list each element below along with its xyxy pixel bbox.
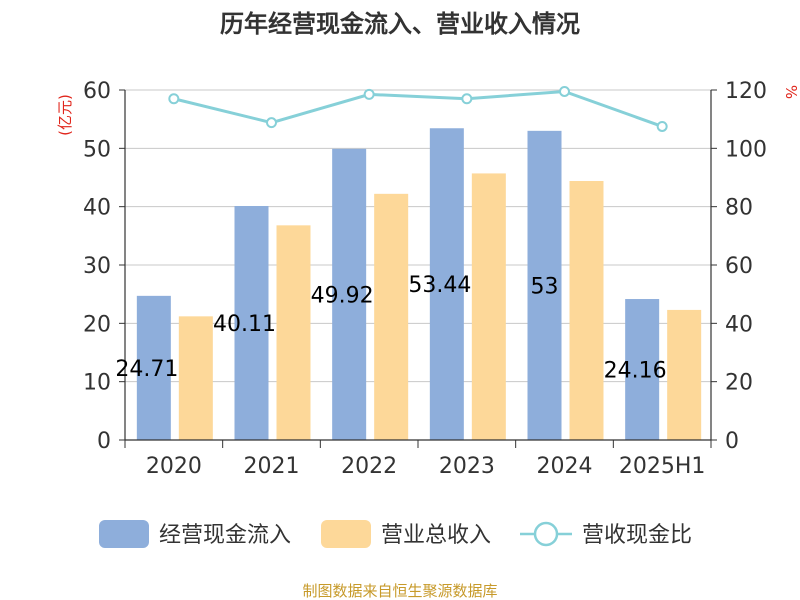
y-right-tick-label: 60 — [725, 254, 753, 279]
bar-cash-inflow — [136, 295, 171, 440]
bar-cash-inflow — [527, 130, 562, 441]
bar-cash-inflow — [429, 128, 464, 441]
legend-label: 营业总收入 — [381, 523, 491, 548]
data-label: 24.166 — [604, 359, 681, 384]
bar-cash-inflow — [234, 205, 269, 440]
legend-swatch-point — [533, 521, 559, 547]
y-right-tick-label: 0 — [725, 429, 739, 454]
ratio-point — [656, 120, 668, 132]
ratio-line — [168, 85, 668, 132]
y-left-tick-label: 40 — [83, 196, 111, 221]
y-right-tick-label: 80 — [725, 196, 753, 221]
bar-revenue — [374, 193, 409, 440]
y-axis-right-label: % — [782, 85, 800, 99]
ratio-line-path — [173, 89, 663, 128]
ratio-point — [559, 85, 570, 97]
source-note: 制图数据来自恒生聚源数据库 — [302, 582, 497, 600]
bar-revenue — [569, 181, 604, 440]
gridlines — [125, 89, 711, 383]
legend-swatch-bar — [99, 520, 149, 548]
ratio-point — [461, 93, 473, 105]
y-right-tick-label: 20 — [725, 371, 753, 396]
y-left-tick-label: 50 — [83, 137, 111, 162]
ratio-point — [266, 117, 277, 129]
tick-labels: 0 10 20 30 40 50 60 0 20 40 60 80 100 120 2020 2021 2022… — [83, 79, 767, 479]
data-label: 53.443 — [408, 273, 485, 298]
bar-revenue — [471, 173, 506, 440]
bar-revenue — [276, 225, 311, 440]
bar-revenue — [667, 309, 702, 440]
bar-cash-inflow — [332, 148, 367, 440]
bar-revenue — [178, 316, 213, 440]
axes — [119, 89, 717, 448]
x-tick-label: 2022 — [341, 454, 397, 479]
bar-cash-inflow — [625, 299, 660, 440]
data-labels: 24.712 40.115 49.921 53.443 53 24.166 — [115, 273, 681, 384]
ratio-point — [168, 93, 180, 105]
x-tick-label: 2023 — [439, 454, 495, 479]
y-left-tick-label: 20 — [83, 312, 111, 337]
y-left-tick-label: 30 — [83, 254, 111, 279]
data-label: 40.115 — [213, 312, 290, 337]
data-label: 49.921 — [311, 283, 388, 308]
x-tick-label: 2020 — [146, 454, 202, 479]
legend: 经营现金流入 营业总收入 营收现金比 — [99, 520, 692, 548]
ratio-point — [363, 88, 375, 100]
x-tick-label: 2025H1 — [619, 454, 706, 479]
bars — [136, 128, 702, 441]
chart-title: 历年经营现金流入、营业收入情况 — [220, 10, 580, 38]
legend-label: 营收现金比 — [582, 523, 692, 548]
y-left-tick-label: 0 — [97, 429, 111, 454]
y-left-tick-label: 60 — [83, 79, 111, 104]
legend-label: 经营现金流入 — [159, 523, 291, 548]
y-right-tick-label: 120 — [725, 79, 767, 104]
data-label: 24.712 — [115, 357, 192, 382]
x-tick-label: 2024 — [537, 454, 593, 479]
y-left-tick-label: 10 — [83, 371, 111, 396]
y-right-tick-label: 40 — [725, 312, 753, 337]
data-label: 53 — [531, 274, 559, 299]
x-tick-label: 2021 — [244, 454, 300, 479]
legend-swatch-bar — [321, 520, 371, 548]
y-axis-left-label: (亿元) — [56, 94, 74, 136]
y-right-tick-label: 100 — [725, 137, 767, 162]
